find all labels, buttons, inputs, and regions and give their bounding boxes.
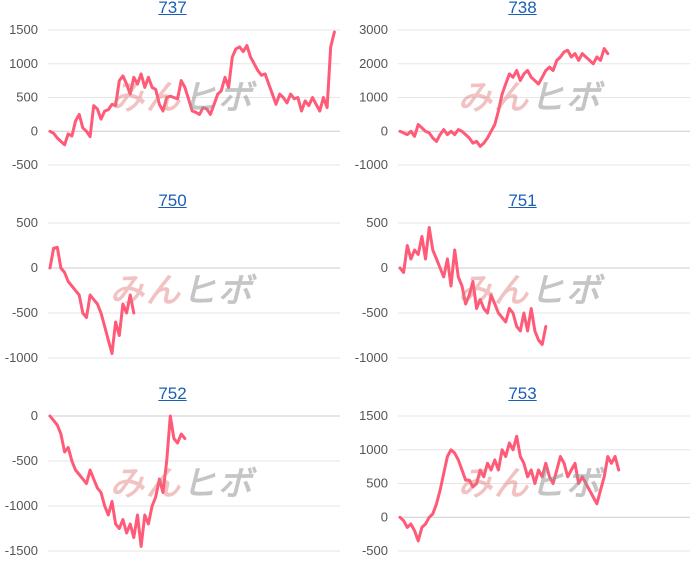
y-tick-label: -500 xyxy=(362,543,388,558)
chart-panel-752: 752 0 -500 -1000 -1500 みんヒボ xyxy=(0,384,345,579)
chart-panel-737: 737 1500 1000 500 0 -500 みんヒボ xyxy=(0,0,345,193)
y-tick-label: -500 xyxy=(12,157,38,172)
y-tick-label: -1000 xyxy=(5,350,38,365)
y-tick-label: 500 xyxy=(366,476,388,491)
y-tick-label: 0 xyxy=(381,260,388,275)
y-tick-label: 2000 xyxy=(359,56,388,71)
series-line xyxy=(48,30,336,147)
y-tick-label: 1000 xyxy=(359,90,388,105)
y-tick-label: -500 xyxy=(362,305,388,320)
y-tick-label: 1500 xyxy=(9,22,38,37)
y-tick-label: 0 xyxy=(31,408,38,423)
y-tick-label: -500 xyxy=(12,305,38,320)
y-tick-label: 1500 xyxy=(359,408,388,423)
chart-svg-751: 500 0 -500 -1000 xyxy=(355,215,690,365)
series-line xyxy=(48,414,187,548)
chart-svg-750: 500 0 -500 -1000 xyxy=(5,215,340,365)
series-line xyxy=(398,434,621,543)
chart-title-753[interactable]: 753 xyxy=(508,384,537,403)
chart-title-752[interactable]: 752 xyxy=(158,384,187,403)
y-tick-label: -500 xyxy=(12,453,38,468)
y-tick-label: 0 xyxy=(381,123,388,138)
chart-panel-738: 738 3000 2000 1000 0 -1000 みんヒボ xyxy=(350,0,695,193)
series-line xyxy=(398,47,610,148)
y-tick-label: 0 xyxy=(31,123,38,138)
chart-panel-750: 750 500 0 -500 -1000 みんヒボ xyxy=(0,191,345,386)
chart-svg-753: 1500 1000 500 0 -500 xyxy=(359,408,690,558)
y-tick-label: 500 xyxy=(16,90,38,105)
series-line xyxy=(398,226,548,346)
y-tick-label: 1000 xyxy=(9,56,38,71)
chart-title-751[interactable]: 751 xyxy=(508,191,537,210)
y-tick-label: 500 xyxy=(16,215,38,230)
y-tick-label: 3000 xyxy=(359,22,388,37)
chart-title-737[interactable]: 737 xyxy=(158,0,187,17)
y-tick-label: -1500 xyxy=(5,543,38,558)
chart-svg-738: 3000 2000 1000 0 -1000 xyxy=(355,22,690,172)
series-line xyxy=(48,245,136,355)
chart-panel-751: 751 500 0 -500 -1000 みんヒボ xyxy=(350,191,695,386)
chart-svg-752: 0 -500 -1000 -1500 xyxy=(5,408,340,558)
chart-panel-753: 753 1500 1000 500 0 -500 みんヒボ xyxy=(350,384,695,579)
y-tick-label: 1000 xyxy=(359,442,388,457)
y-tick-label: -1000 xyxy=(355,157,388,172)
y-tick-label: 500 xyxy=(366,215,388,230)
y-tick-label: 0 xyxy=(381,509,388,524)
chart-title-738[interactable]: 738 xyxy=(508,0,537,17)
y-tick-label: 0 xyxy=(31,260,38,275)
chart-title-750[interactable]: 750 xyxy=(158,191,187,210)
chart-svg-737: 1500 1000 500 0 -500 xyxy=(9,22,340,172)
y-tick-label: -1000 xyxy=(5,498,38,513)
y-tick-label: -1000 xyxy=(355,350,388,365)
